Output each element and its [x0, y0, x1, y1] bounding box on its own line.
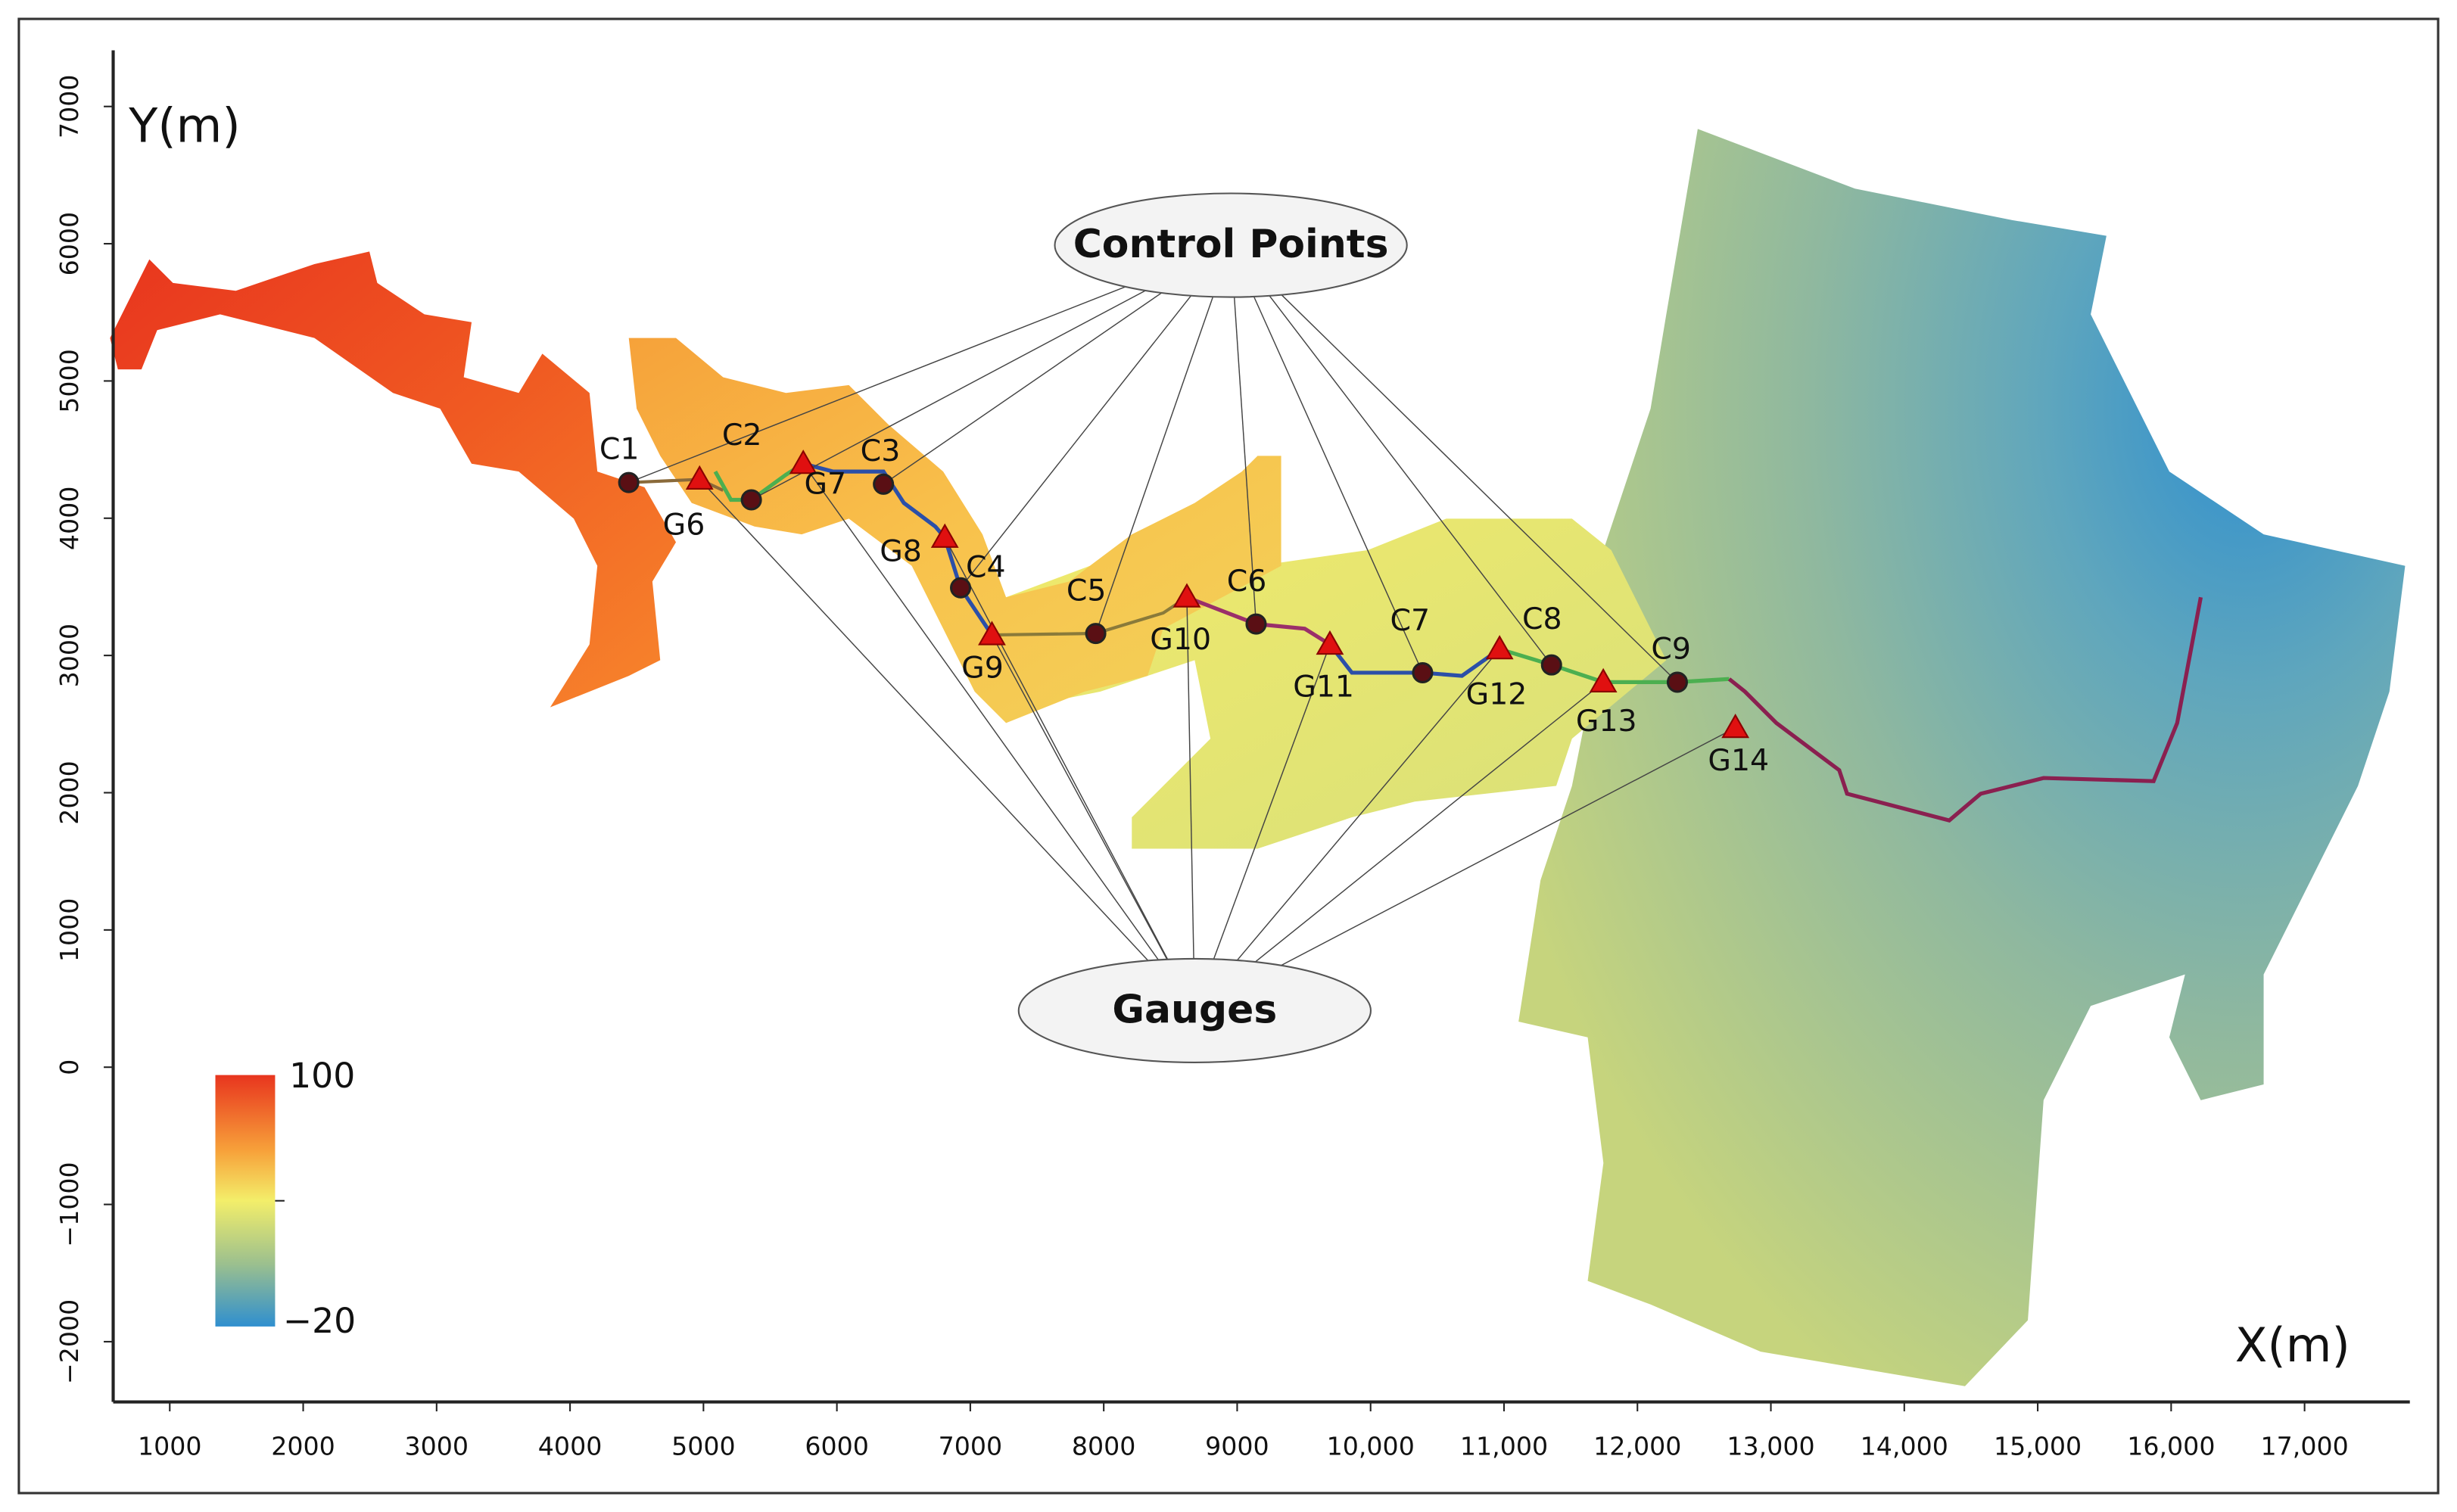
y-tick-label: 0	[54, 1059, 84, 1075]
control-point-label: C3	[861, 434, 901, 468]
x-tick-label: 4000	[538, 1431, 603, 1461]
gauge	[1485, 635, 1514, 660]
leader-line	[1233, 297, 1257, 624]
terrain-upper	[628, 338, 1281, 723]
control-point-label: C5	[1067, 574, 1107, 608]
y-tick-label: 6000	[54, 212, 84, 276]
x-tick-label: 2000	[271, 1431, 335, 1461]
y-tick-label: 2000	[54, 761, 84, 825]
gauge-label: G13	[1576, 704, 1637, 739]
terrain-reservoir	[110, 251, 677, 708]
x-tick-label: 8000	[1072, 1431, 1136, 1461]
gauge	[930, 523, 959, 548]
y-tick-label: −2000	[54, 1299, 84, 1384]
leader-line	[991, 634, 1168, 960]
leader-line	[1236, 649, 1500, 961]
gauge-label: G10	[1150, 622, 1211, 657]
x-tick-label: 7000	[939, 1431, 1003, 1461]
x-tick-label: 15,000	[1994, 1431, 2082, 1461]
leader-line	[944, 537, 1169, 960]
y-tick-label: 1000	[54, 898, 84, 963]
control-point	[1412, 661, 1434, 684]
leader-line	[802, 463, 1159, 960]
control-point	[1085, 623, 1107, 645]
gauge	[1316, 630, 1344, 655]
control-point	[1666, 671, 1688, 693]
gauge-label: G12	[1466, 677, 1527, 712]
terrain-lowland	[1518, 129, 2406, 1386]
leader-line	[628, 286, 1126, 484]
x-tick-label: 1000	[138, 1431, 202, 1461]
gauge	[789, 450, 817, 474]
x-tick-label: 16,000	[2127, 1431, 2215, 1461]
control-point-label: C6	[1227, 564, 1267, 599]
river	[1727, 596, 2203, 823]
control-point-label: C2	[722, 418, 762, 453]
control-point	[1540, 654, 1562, 676]
callout-bubble	[1017, 957, 1372, 1064]
leader-line	[960, 295, 1192, 589]
x-axis-label: X(m)	[2235, 1318, 2350, 1373]
leader-line	[1281, 727, 1736, 966]
leader-line	[1281, 294, 1678, 683]
x-tick-label: 9000	[1205, 1431, 1269, 1461]
leader-line	[1253, 296, 1424, 674]
colorbar-max: 100	[289, 1056, 355, 1096]
x-tick-label: 13,000	[1727, 1431, 1814, 1461]
control-point	[1245, 613, 1267, 635]
control-point-label: C1	[599, 432, 640, 467]
y-axis-label: Y(m)	[128, 98, 240, 153]
control-point-label: C7	[1390, 603, 1431, 638]
x-tick-label: 5000	[671, 1431, 736, 1461]
gauge-label: G9	[961, 650, 1004, 685]
control-point-label: C9	[1651, 631, 1691, 666]
gauge-label: G7	[804, 466, 846, 501]
colorbar-min: −20	[283, 1301, 356, 1341]
x-tick-label: 3000	[405, 1431, 469, 1461]
gauge-label: G11	[1293, 669, 1354, 704]
y-tick-label: 3000	[54, 624, 84, 688]
x-tick-label: 17,000	[2261, 1431, 2349, 1461]
x-tick-label: 11,000	[1460, 1431, 1548, 1461]
control-point	[740, 489, 762, 511]
x-tick-label: 14,000	[1861, 1431, 1948, 1461]
river	[1186, 595, 1331, 646]
leader-line	[751, 290, 1146, 501]
y-tick-label: −1000	[54, 1162, 84, 1246]
gauge-label: G14	[1708, 743, 1769, 778]
colorbar	[215, 1075, 276, 1327]
frame	[17, 17, 2440, 1495]
gauge	[1721, 714, 1750, 739]
control-point	[950, 577, 972, 599]
callout-bubble	[1054, 192, 1408, 298]
callout-label: Control Points	[1073, 222, 1389, 267]
leader-line	[1213, 644, 1331, 960]
control-point	[618, 471, 640, 493]
leader-line	[883, 292, 1162, 485]
control-point-label: C8	[1522, 602, 1562, 636]
gauge-label: G6	[663, 507, 705, 542]
y-tick-label: 5000	[54, 349, 84, 413]
control-point	[873, 473, 895, 495]
y-tick-label: 4000	[54, 487, 84, 551]
callout-label: Gauges	[1112, 988, 1277, 1033]
y-tick-label: 7000	[54, 74, 84, 138]
gauge-label: G8	[880, 534, 922, 569]
leader-line	[1095, 296, 1214, 634]
gauge	[978, 621, 1006, 646]
gauge	[1172, 583, 1201, 608]
leader-line	[699, 478, 1149, 961]
gauge	[1589, 667, 1618, 693]
leader-line	[1269, 295, 1552, 666]
gauge	[685, 465, 714, 490]
x-tick-label: 10,000	[1327, 1431, 1415, 1461]
control-point-label: C4	[966, 549, 1006, 584]
x-tick-label: 12,000	[1593, 1431, 1681, 1461]
x-tick-label: 6000	[805, 1431, 869, 1461]
leader-line	[1254, 681, 1604, 963]
leader-line	[1186, 597, 1194, 959]
